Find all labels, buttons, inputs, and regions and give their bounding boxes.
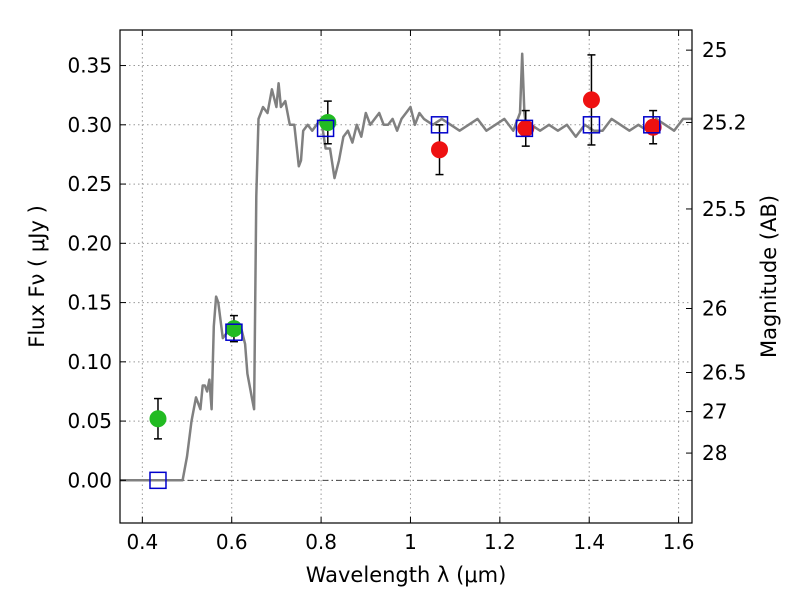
y-tick-label: 0.00 [67, 468, 112, 492]
model-band-square [225, 323, 243, 341]
flux-point [149, 410, 167, 428]
right-axis-label: Magnitude (AB) [757, 195, 781, 358]
x-tick-label: 1.6 [663, 530, 695, 554]
y-tick-label: 0.25 [67, 172, 112, 196]
x-tick-label: 1 [404, 530, 417, 554]
y-axis-label: Flux Fν ( μJy ) [25, 205, 49, 348]
y-tick-label: 0.35 [67, 54, 112, 78]
y-tick-label: 0.30 [67, 113, 112, 137]
right-tick-label: 26.5 [702, 360, 747, 384]
flux-point [644, 118, 662, 136]
x-tick-label: 0.6 [216, 530, 248, 554]
right-tick-label: 25 [702, 38, 727, 62]
flux-point [431, 141, 449, 159]
axis-ticks: 0.4 0.6 0.8 1 1.2 1.4 1.6 0.00 0.05 0.10 0.15 0.20 0… [67, 30, 747, 554]
model-band-square [149, 471, 167, 490]
flux-point [225, 320, 243, 338]
x-tick-label: 0.4 [126, 530, 158, 554]
right-tick-label: 25.5 [702, 197, 747, 221]
flux-point [582, 91, 600, 109]
flux-point [517, 119, 535, 137]
y-tick-label: 0.05 [67, 409, 112, 433]
data-points [149, 91, 662, 490]
plot-frame [119, 29, 693, 524]
model-band-square [643, 116, 661, 134]
x-axis-label: Wavelength λ (μm) [306, 563, 507, 587]
right-tick-label: 28 [702, 441, 727, 465]
x-tick-label: 1.2 [484, 530, 516, 554]
y-tick-label: 0.20 [67, 231, 112, 255]
right-tick-label: 25.2 [702, 110, 747, 134]
model-band-square [515, 119, 534, 138]
y-tick-label: 0.15 [67, 291, 112, 315]
model-band-square [430, 116, 449, 134]
flux-point [319, 113, 337, 131]
grid-lines [120, 30, 692, 523]
right-tick-label: 27 [702, 400, 727, 424]
model-spectrum-line [120, 52, 692, 482]
right-tick-label: 26 [702, 296, 727, 320]
x-tick-label: 1.4 [573, 530, 605, 554]
model-spectrum [120, 52, 692, 482]
y-tick-label: 0.10 [67, 350, 112, 374]
model-band-square [316, 119, 335, 138]
model-band-square [582, 116, 601, 134]
x-tick-label: 0.8 [305, 530, 337, 554]
